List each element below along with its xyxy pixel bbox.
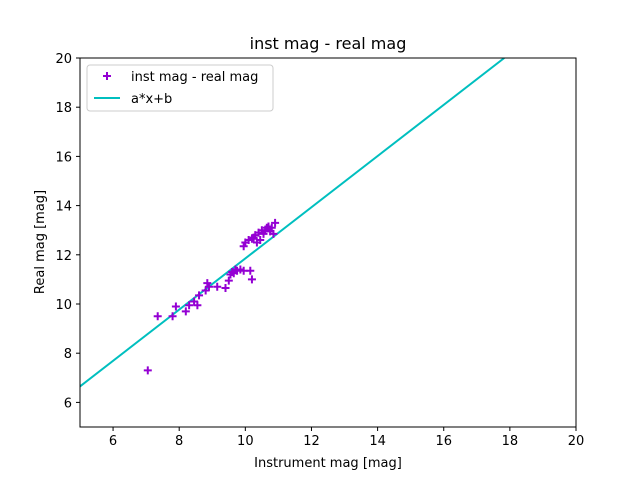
scatter-point [193, 301, 202, 310]
fit-line [80, 58, 505, 388]
x-tick-label: 6 [109, 434, 117, 449]
scatter-point [221, 284, 230, 293]
scatter-point [185, 301, 194, 310]
scatter-point [195, 291, 204, 300]
y-tick-label: 14 [55, 200, 72, 215]
legend-label-line: a*x+b [131, 92, 172, 107]
y-axis-label: Real mag [mag] [33, 190, 48, 294]
scatter-point [239, 242, 248, 251]
scatter-point [153, 312, 162, 321]
x-tick-label: 10 [237, 434, 254, 449]
x-tick-label: 8 [175, 434, 183, 449]
scatter-point [247, 275, 256, 284]
y-tick-label: 18 [55, 101, 72, 116]
scatter-point [256, 236, 265, 245]
x-axis-label: Instrument mag [mag] [254, 456, 402, 471]
scatter-point [168, 312, 177, 321]
legend-plus-icon [103, 72, 111, 80]
plot-frame [79, 57, 577, 428]
x-tick-label: 18 [502, 434, 519, 449]
scatter-point [213, 282, 222, 291]
legend: inst mag - real mag a*x+b [86, 64, 274, 112]
scatter-point [204, 282, 213, 291]
axes: 6 8 10 12 14 16 18 20 6 8 10 12 14 16 18 20 [55, 52, 584, 449]
scatter-point [246, 266, 255, 275]
legend-marker-scatter [103, 72, 111, 80]
scatter-point [224, 276, 233, 285]
y-tick-label: 8 [64, 347, 72, 362]
scatter-point [267, 223, 276, 232]
scatter-point [171, 302, 180, 311]
y-tick-label: 6 [64, 396, 72, 411]
y-tick-label: 12 [55, 249, 72, 264]
scatter-point [269, 229, 278, 238]
scatter-point [259, 229, 268, 238]
y-tick-label: 16 [55, 150, 72, 165]
x-tick-label: 14 [369, 434, 386, 449]
x-tick-label: 16 [435, 434, 452, 449]
legend-box [86, 64, 274, 112]
y-tick-label: 20 [55, 52, 72, 67]
legend-label-scatter: inst mag - real mag [131, 70, 258, 85]
scatter-point [143, 366, 152, 375]
scatter-point [203, 279, 212, 288]
plot-area [80, 58, 505, 388]
scatter-point [271, 218, 280, 227]
x-tick-label: 12 [303, 434, 320, 449]
x-tick-label: 20 [568, 434, 585, 449]
chart-title: inst mag - real mag [250, 34, 407, 53]
series-group [80, 58, 505, 388]
y-tick-label: 10 [55, 298, 72, 313]
scatter-point [181, 307, 190, 316]
